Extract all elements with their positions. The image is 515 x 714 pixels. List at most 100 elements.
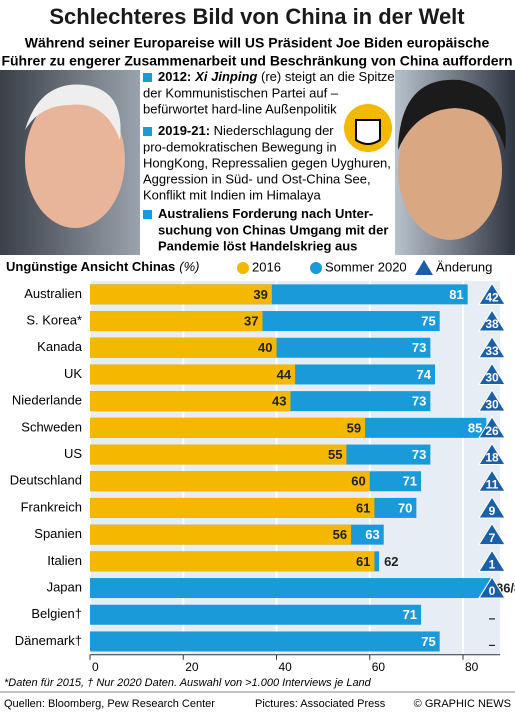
bar-2020 xyxy=(90,578,491,599)
change-label: – xyxy=(489,638,496,652)
change-label: 30 xyxy=(485,397,499,411)
value-label-2020: 81 xyxy=(449,287,463,302)
bar-2020 xyxy=(90,604,422,625)
bar-2016 xyxy=(90,524,352,545)
pictures: Pictures: Associated Press xyxy=(255,698,386,710)
bullet-name: Xi Jinping xyxy=(194,69,257,84)
category-label: Dänemark† xyxy=(15,633,82,648)
change-label: 33 xyxy=(485,344,499,358)
value-label-2016: 60 xyxy=(351,474,365,489)
value-label-2016: 39 xyxy=(253,287,267,302)
value-label-2020: 62 xyxy=(384,554,398,569)
category-label: Spanien xyxy=(34,526,82,541)
legend-title: Ungünstige Ansicht Chinas (%) xyxy=(6,259,199,274)
x-tick-label: 0 xyxy=(92,660,99,674)
value-label-2020: 75 xyxy=(421,634,435,649)
category-label: Italien xyxy=(47,553,82,568)
legend-label: 2016 xyxy=(252,259,281,274)
change-marker xyxy=(478,335,506,359)
footnote: *Daten für 2015, † Nur 2020 Daten. Auswa… xyxy=(4,677,372,689)
hair-right xyxy=(398,79,506,150)
value-label-2016: 37 xyxy=(244,313,258,328)
change-marker xyxy=(478,282,506,305)
subtitle: Während seiner Europareise will US Präsi… xyxy=(25,35,490,51)
category-label: S. Korea* xyxy=(26,312,82,327)
bullet-text: 2012: Xi Jinping (re) steigt an die Spitz… xyxy=(158,69,395,84)
bar-2016 xyxy=(90,471,370,492)
change-label: 26 xyxy=(485,424,499,438)
change-marker xyxy=(478,522,506,546)
title: Schlechteres Bild von China in der Welt xyxy=(49,4,465,29)
category-label: Japan xyxy=(47,579,82,594)
value-label-2020: 70 xyxy=(398,500,412,515)
fist-shape xyxy=(355,119,381,145)
bullet-text: HongKong, Repressalien gegen Uyghuren, xyxy=(143,155,391,170)
bar-2016 xyxy=(90,364,296,385)
change-label: 42 xyxy=(485,291,499,305)
bullet-text: pro-demokratischen Bewegung in xyxy=(143,139,337,154)
bullet-lead: 2012: xyxy=(158,69,191,84)
change-marker xyxy=(478,496,506,519)
category-label: US xyxy=(64,446,82,461)
change-marker xyxy=(478,442,506,466)
change-marker xyxy=(478,549,506,572)
hair-left xyxy=(25,84,121,140)
legend-unit: (%) xyxy=(179,259,199,274)
change-label: 11 xyxy=(486,477,499,491)
bar-2016 xyxy=(90,578,491,598)
change-label: 0 xyxy=(489,584,496,598)
change-label: 9 xyxy=(489,504,496,518)
value-label-2020: 85 xyxy=(468,420,482,435)
category-label: Schweden xyxy=(21,419,82,434)
change-label: 7 xyxy=(489,531,496,545)
x-tick-label: 40 xyxy=(279,660,293,674)
bullet-text: suchung von Chinas Umgang mit der xyxy=(158,222,388,237)
bar-2016 xyxy=(90,391,291,412)
sources: Quellen: Bloomberg, Pew Research Center xyxy=(4,698,215,710)
change-marker xyxy=(478,469,506,492)
category-label: Belgien† xyxy=(31,606,82,621)
bullet-square xyxy=(143,127,152,136)
bar-2016 xyxy=(90,497,375,518)
change-marker xyxy=(478,389,506,412)
category-label: Australien xyxy=(24,286,82,301)
value-label-2016: 59 xyxy=(347,420,361,435)
value-label-2020: 73 xyxy=(412,447,426,462)
x-tick-label: 80 xyxy=(465,660,479,674)
value-label-2020: 71 xyxy=(403,607,417,622)
value-label-2020: 73 xyxy=(412,394,426,409)
value-label-2016: 61 xyxy=(356,500,370,515)
bar-2016 xyxy=(90,551,375,572)
value-label-2016: 43 xyxy=(272,394,286,409)
bullet-text: befürwortet hard-line Außenpolitik xyxy=(143,101,337,116)
bar-2016 xyxy=(90,284,272,305)
category-label: UK xyxy=(64,366,82,381)
value-label-2016: 40 xyxy=(258,340,272,355)
x-tick-label: 60 xyxy=(372,660,386,674)
change-marker xyxy=(478,309,506,332)
category-label: Niederlande xyxy=(12,393,82,408)
face-right xyxy=(398,100,502,240)
change-marker xyxy=(478,362,506,385)
bullet-lead: Australiens Forderung nach Unter- xyxy=(158,206,373,221)
change-label: 1 xyxy=(489,558,496,572)
bullet-lead: 2019-21: xyxy=(158,123,210,138)
x-tick-label: 20 xyxy=(185,660,199,674)
legend-swatch xyxy=(415,260,433,275)
bullet-text: (re) steigt an die Spitze xyxy=(257,69,394,84)
bar-2020 xyxy=(90,631,440,652)
value-label-2020: 75 xyxy=(421,313,435,328)
bullet-text: der Kommunistischen Partei auf – xyxy=(143,85,339,100)
bullet-square xyxy=(143,210,152,219)
bar-2016 xyxy=(90,417,366,438)
bullet-text: Konflikt mit Indien im Himalaya xyxy=(143,187,321,202)
face-left xyxy=(25,92,125,228)
subtitle: Führer zu engerer Zusammenarbeit und Bes… xyxy=(1,53,512,69)
value-label-2016: 44 xyxy=(277,367,292,382)
credit: © GRAPHIC NEWS xyxy=(414,698,511,710)
plot-bg xyxy=(90,281,500,655)
change-marker xyxy=(478,415,506,439)
value-label-2016: 56 xyxy=(333,527,347,542)
value-label-2020: 71 xyxy=(403,474,417,489)
